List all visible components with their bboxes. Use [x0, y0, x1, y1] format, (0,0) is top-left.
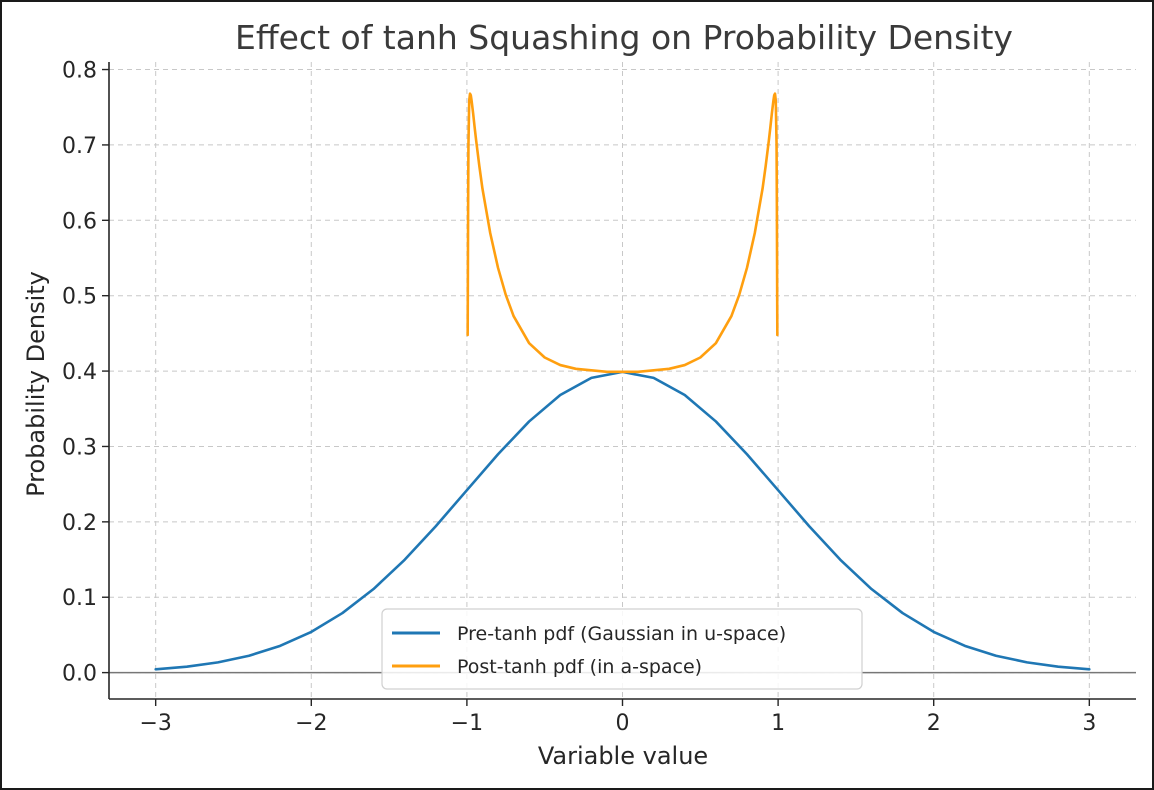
x-tick-label: −2 [295, 711, 327, 736]
y-tick-label: 0.7 [62, 134, 97, 159]
y-tick-label: 0.3 [62, 435, 97, 460]
y-tick-label: 0.2 [62, 511, 97, 536]
y-tick-label: 0.5 [62, 285, 97, 310]
series-line-1 [466, 92, 779, 374]
legend-label-pre-tanh: Pre-tanh pdf (Gaussian in u-space) [457, 623, 786, 645]
y-tick-label: 0.1 [62, 586, 97, 611]
y-tick-label: 0.0 [62, 662, 97, 687]
series-layer [154, 92, 1091, 671]
grid [109, 62, 1136, 699]
y-tick-label: 0.4 [62, 360, 97, 385]
chart-title: Effect of tanh Squashing on Probability … [235, 18, 1013, 57]
legend: Pre-tanh pdf (Gaussian in u-space) Post-… [381, 608, 863, 690]
x-tick-label: −1 [451, 711, 483, 736]
x-tick-label: 2 [927, 711, 941, 736]
x-tick-label: 0 [616, 711, 630, 736]
x-tick-label: 1 [771, 711, 785, 736]
x-axis-label: Variable value [538, 742, 708, 770]
y-ticks: 0.0 0.1 0.2 0.3 0.4 0.5 0.6 0.7 0.8 [62, 59, 109, 687]
y-tick-label: 0.6 [62, 209, 97, 234]
x-ticks: −3 −2 −1 0 1 2 3 [139, 699, 1096, 736]
x-tick-label: 3 [1082, 711, 1096, 736]
y-axis-label: Probability Density [22, 271, 50, 497]
y-tick-label: 0.8 [62, 59, 97, 84]
legend-label-post-tanh: Post-tanh pdf (in a-space) [457, 656, 702, 678]
x-tick-label: −3 [139, 711, 171, 736]
legend-box [381, 608, 863, 690]
